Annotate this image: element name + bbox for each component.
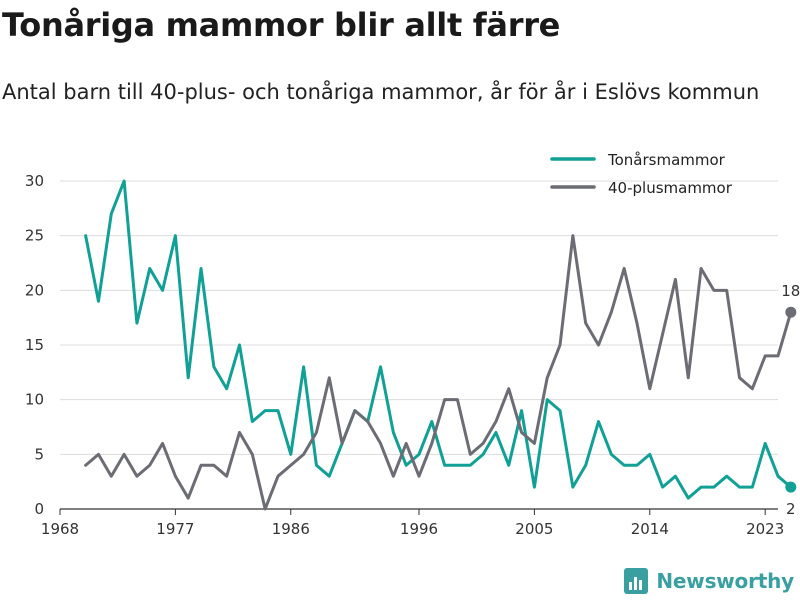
x-tick-label: 1968 (41, 520, 79, 538)
y-tick-label: 15 (25, 336, 44, 354)
legend-label-40-plusmammor: 40-plusmammor (608, 179, 733, 197)
y-tick-label: 25 (25, 227, 44, 245)
x-axis: 1968 1977 1986 1996 2005 2014 2023 (41, 508, 784, 538)
chart-title: Tonåriga mammor blir allt färre (2, 6, 561, 44)
y-tick-label: 20 (25, 281, 44, 299)
end-point-tonarsmammor (785, 481, 797, 493)
x-tick-label: 1977 (156, 520, 194, 538)
x-tick-label: 2023 (746, 520, 784, 538)
y-tick-label: 10 (25, 391, 44, 409)
end-label-tonarsmammor: 2 (786, 500, 796, 518)
logo-icon (624, 568, 649, 594)
x-tick-label: 2005 (515, 520, 553, 538)
y-axis-ticks: 0 5 10 15 20 25 30 (25, 172, 44, 518)
end-point-40-plusmammor (785, 306, 797, 318)
grid-lines (60, 180, 778, 455)
x-tick-label: 1996 (400, 520, 438, 538)
chart-subtitle: Antal barn till 40-plus- och tonåriga ma… (2, 80, 760, 104)
x-tick-label: 2014 (631, 520, 669, 538)
legend-label-tonarsmammor: Tonårsmammor (607, 151, 726, 169)
legend: Tonårsmammor 40-plusmammor (550, 151, 733, 197)
y-tick-label: 0 (34, 500, 44, 518)
series-line-tonarsmammor (84, 179, 793, 500)
newsworthy-logo: Newsworthy (624, 568, 794, 594)
series-lines (84, 179, 797, 511)
end-label-40-plusmammor: 18 (781, 282, 800, 300)
series-line-40-plusmammor (84, 234, 793, 511)
end-labels: 2 18 (781, 282, 800, 518)
x-tick-label: 1986 (272, 520, 310, 538)
logo-text: Newsworthy (656, 569, 794, 593)
y-tick-label: 30 (25, 172, 44, 190)
y-tick-label: 5 (34, 445, 44, 463)
